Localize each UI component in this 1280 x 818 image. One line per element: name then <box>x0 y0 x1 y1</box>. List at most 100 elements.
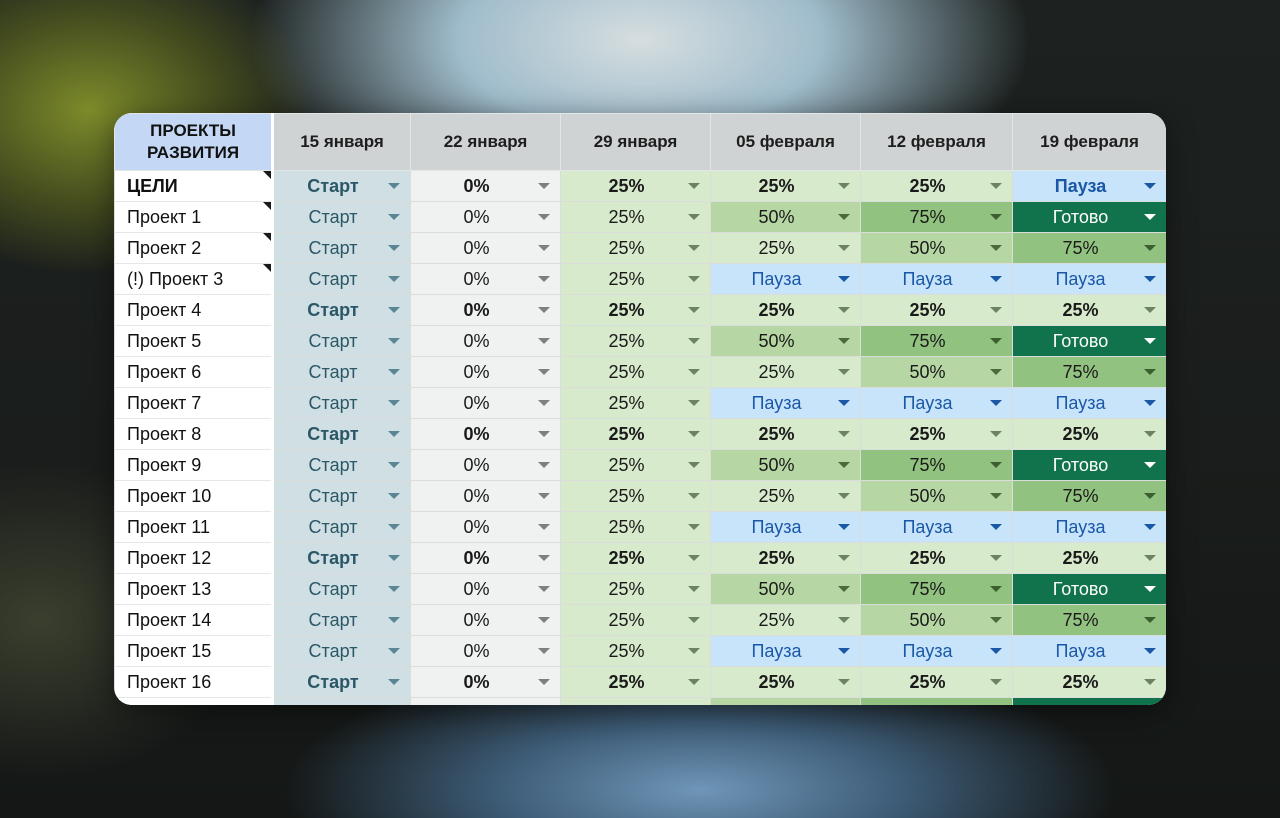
project-name-cell[interactable]: Проект 8 <box>114 418 274 450</box>
dropdown-arrow-icon[interactable] <box>990 617 1002 623</box>
dropdown-arrow-icon[interactable] <box>838 555 850 561</box>
dropdown-arrow-icon[interactable] <box>688 276 700 282</box>
dropdown-arrow-icon[interactable] <box>388 245 400 251</box>
dropdown-arrow-icon[interactable] <box>688 524 700 530</box>
dropdown-arrow-icon[interactable] <box>388 462 400 468</box>
status-dropdown-cell[interactable]: 25% <box>710 418 861 450</box>
dropdown-arrow-icon[interactable] <box>388 493 400 499</box>
status-dropdown-cell[interactable]: 25% <box>710 666 861 698</box>
status-dropdown-cell[interactable]: 0% <box>410 170 561 202</box>
status-dropdown-cell[interactable]: Старт <box>272 449 411 481</box>
dropdown-arrow-icon[interactable] <box>688 369 700 375</box>
dropdown-arrow-icon[interactable] <box>388 338 400 344</box>
status-dropdown-cell[interactable]: 25% <box>560 573 711 605</box>
status-dropdown-cell[interactable]: 25% <box>710 170 861 202</box>
status-dropdown-cell[interactable]: Готово <box>1012 573 1166 605</box>
dropdown-arrow-icon[interactable] <box>990 555 1002 561</box>
project-name-cell[interactable]: ЦЕЛИ <box>114 170 274 202</box>
status-dropdown-cell[interactable]: 25% <box>860 666 1013 698</box>
dropdown-arrow-icon[interactable] <box>688 400 700 406</box>
project-name-cell[interactable]: Проект 15 <box>114 635 274 667</box>
status-dropdown-cell[interactable]: 25% <box>560 418 711 450</box>
dropdown-arrow-icon[interactable] <box>538 214 550 220</box>
status-dropdown-cell[interactable]: Старт <box>272 511 411 543</box>
dropdown-arrow-icon[interactable] <box>1144 214 1156 220</box>
status-dropdown-cell[interactable]: 75% <box>1012 356 1166 388</box>
dropdown-arrow-icon[interactable] <box>538 586 550 592</box>
dropdown-arrow-icon[interactable] <box>990 245 1002 251</box>
dropdown-arrow-icon[interactable] <box>688 679 700 685</box>
status-dropdown-cell[interactable]: Готово <box>1012 325 1166 357</box>
project-name-cell[interactable]: Проект 4 <box>114 294 274 326</box>
status-dropdown-cell[interactable]: Старт <box>272 573 411 605</box>
project-name-cell[interactable]: Проект 10 <box>114 480 274 512</box>
status-dropdown-cell[interactable]: Пауза <box>860 511 1013 543</box>
dropdown-arrow-icon[interactable] <box>688 214 700 220</box>
status-dropdown-cell[interactable]: 25% <box>560 480 711 512</box>
dropdown-arrow-icon[interactable] <box>688 338 700 344</box>
dropdown-arrow-icon[interactable] <box>838 183 850 189</box>
dropdown-arrow-icon[interactable] <box>1144 462 1156 468</box>
project-name-cell[interactable]: Проект 9 <box>114 449 274 481</box>
dropdown-arrow-icon[interactable] <box>388 183 400 189</box>
dropdown-arrow-icon[interactable] <box>388 431 400 437</box>
header-corner-cell[interactable]: ПРОЕКТЫ РАЗВИТИЯ <box>114 113 274 171</box>
status-dropdown-cell[interactable]: 0% <box>410 263 561 295</box>
status-dropdown-cell[interactable]: 0% <box>410 232 561 264</box>
status-dropdown-cell[interactable]: 25% <box>560 201 711 233</box>
dropdown-arrow-icon[interactable] <box>388 648 400 654</box>
status-dropdown-cell[interactable]: Старт <box>272 232 411 264</box>
dropdown-arrow-icon[interactable] <box>1144 586 1156 592</box>
status-dropdown-cell[interactable]: 50% <box>860 480 1013 512</box>
status-dropdown-cell[interactable]: 25% <box>560 356 711 388</box>
status-dropdown-cell[interactable]: 25% <box>710 294 861 326</box>
status-dropdown-cell[interactable]: Старт <box>272 201 411 233</box>
dropdown-arrow-icon[interactable] <box>1144 648 1156 654</box>
status-dropdown-cell[interactable]: 0% <box>410 573 561 605</box>
status-dropdown-cell[interactable]: Старт <box>272 542 411 574</box>
status-dropdown-cell[interactable]: Пауза <box>710 263 861 295</box>
project-name-cell[interactable]: Проект 2 <box>114 232 274 264</box>
dropdown-arrow-icon[interactable] <box>538 183 550 189</box>
dropdown-arrow-icon[interactable] <box>688 245 700 251</box>
status-dropdown-cell[interactable]: 0% <box>410 604 561 636</box>
dropdown-arrow-icon[interactable] <box>990 369 1002 375</box>
dropdown-arrow-icon[interactable] <box>838 307 850 313</box>
status-dropdown-cell[interactable]: 25% <box>710 232 861 264</box>
dropdown-arrow-icon[interactable] <box>538 679 550 685</box>
dropdown-arrow-icon[interactable] <box>990 400 1002 406</box>
dropdown-arrow-icon[interactable] <box>388 276 400 282</box>
status-dropdown-cell[interactable]: Старт <box>272 325 411 357</box>
dropdown-arrow-icon[interactable] <box>538 431 550 437</box>
comment-indicator-icon[interactable] <box>263 233 270 241</box>
status-dropdown-cell[interactable]: 25% <box>560 170 711 202</box>
dropdown-arrow-icon[interactable] <box>538 400 550 406</box>
status-dropdown-cell[interactable]: 50% <box>860 356 1013 388</box>
dropdown-arrow-icon[interactable] <box>538 338 550 344</box>
status-dropdown-cell[interactable]: 0% <box>410 449 561 481</box>
status-dropdown-cell[interactable]: 25% <box>560 294 711 326</box>
status-dropdown-cell[interactable]: Пауза <box>860 635 1013 667</box>
status-dropdown-cell[interactable]: 25% <box>560 232 711 264</box>
dropdown-arrow-icon[interactable] <box>538 493 550 499</box>
status-dropdown-cell[interactable]: Старт <box>272 418 411 450</box>
status-dropdown-cell[interactable]: 50% <box>710 201 861 233</box>
project-name-cell[interactable]: Проект 11 <box>114 511 274 543</box>
status-dropdown-cell[interactable]: 75% <box>1012 604 1166 636</box>
dropdown-arrow-icon[interactable] <box>538 307 550 313</box>
status-dropdown-cell[interactable]: 50% <box>860 232 1013 264</box>
dropdown-arrow-icon[interactable] <box>388 214 400 220</box>
status-dropdown-cell[interactable]: Пауза <box>710 387 861 419</box>
project-name-cell[interactable]: Проект 5 <box>114 325 274 357</box>
dropdown-arrow-icon[interactable] <box>990 183 1002 189</box>
dropdown-arrow-icon[interactable] <box>388 400 400 406</box>
status-dropdown-cell[interactable]: 25% <box>860 418 1013 450</box>
status-dropdown-cell[interactable]: Пауза <box>1012 511 1166 543</box>
dropdown-arrow-icon[interactable] <box>538 276 550 282</box>
status-dropdown-cell[interactable]: 50% <box>710 573 861 605</box>
project-name-cell[interactable]: Проект 16 <box>114 666 274 698</box>
comment-indicator-icon[interactable] <box>263 264 270 272</box>
status-dropdown-cell[interactable]: Пауза <box>710 511 861 543</box>
dropdown-arrow-icon[interactable] <box>838 617 850 623</box>
date-header[interactable]: 12 февраля <box>860 113 1013 171</box>
